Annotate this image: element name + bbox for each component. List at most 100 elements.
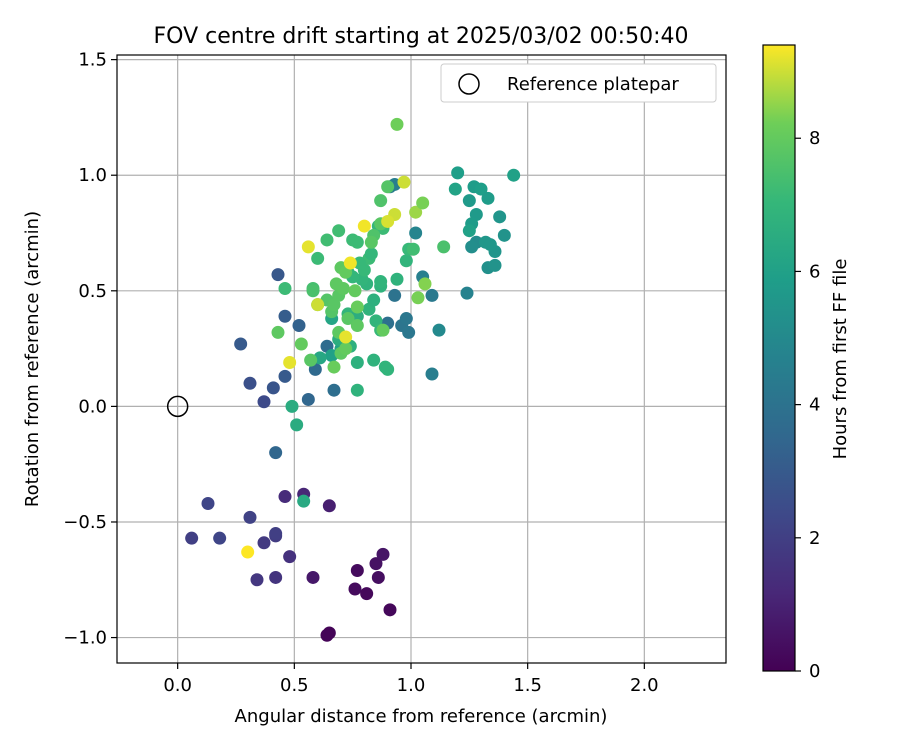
- data-point: [283, 550, 297, 564]
- x-tick-label: 1.0: [397, 675, 426, 696]
- data-point: [339, 342, 353, 356]
- data-point: [348, 284, 362, 298]
- data-point: [416, 196, 430, 210]
- data-point: [465, 240, 479, 254]
- data-point: [185, 531, 199, 545]
- data-point: [374, 275, 388, 289]
- data-point: [234, 337, 248, 351]
- data-point: [243, 510, 257, 524]
- data-point: [283, 355, 297, 369]
- data-point: [493, 210, 507, 224]
- data-point: [390, 272, 404, 286]
- data-point: [278, 309, 292, 323]
- data-point: [201, 496, 215, 510]
- colorbar-tick-label: 0: [809, 661, 820, 682]
- data-point: [294, 337, 308, 351]
- data-point: [437, 240, 451, 254]
- data-point: [462, 224, 476, 238]
- data-point: [285, 399, 299, 413]
- y-tick-label: 0.5: [78, 281, 107, 302]
- data-point: [320, 233, 334, 247]
- colorbar-gradient: [762, 44, 796, 672]
- colorbar-label: Hours from first FF file: [830, 259, 851, 460]
- data-point: [381, 362, 395, 376]
- data-point: [397, 175, 411, 189]
- y-tick-label: 1.5: [78, 50, 107, 71]
- data-point: [369, 557, 383, 571]
- legend-box: [440, 63, 717, 103]
- data-point: [297, 494, 311, 508]
- data-point: [388, 288, 402, 302]
- data-point: [448, 182, 462, 196]
- data-point: [364, 235, 378, 249]
- data-point: [371, 570, 385, 584]
- y-tick-label: 1.0: [78, 165, 107, 186]
- data-point: [381, 214, 395, 228]
- reference-point-marker: [166, 395, 189, 418]
- data-point: [266, 381, 280, 395]
- data-point: [367, 293, 381, 307]
- data-point: [290, 418, 304, 432]
- colorbar: 0 2 4 6 8 Hours from first FF file: [762, 44, 851, 682]
- data-point: [243, 376, 257, 390]
- data-point: [481, 191, 495, 205]
- data-point: [301, 240, 315, 254]
- data-point: [213, 531, 227, 545]
- data-point: [474, 182, 488, 196]
- data-point: [497, 228, 511, 242]
- data-point: [311, 251, 325, 265]
- y-tick-label: −0.5: [63, 512, 107, 533]
- data-point: [341, 312, 355, 326]
- y-axis-label: Rotation from reference (arcmin): [22, 211, 43, 507]
- data-point: [460, 286, 474, 300]
- data-point: [292, 318, 306, 332]
- colorbar-ticks: 0 2 4 6 8: [795, 128, 820, 682]
- x-axis-ticks: 0.0 0.5 1.0 1.5 2.0: [163, 663, 659, 696]
- data-point: [250, 573, 264, 587]
- data-point: [241, 545, 255, 559]
- data-point: [306, 570, 320, 584]
- colorbar-tick-label: 2: [809, 528, 820, 549]
- legend-label: Reference platepar: [507, 74, 679, 95]
- data-points: [185, 117, 521, 642]
- data-point: [376, 547, 390, 561]
- data-point: [332, 224, 346, 238]
- data-point: [311, 298, 325, 312]
- data-point: [271, 268, 285, 282]
- data-point: [381, 180, 395, 194]
- data-point: [327, 360, 341, 374]
- data-point: [327, 383, 341, 397]
- data-point: [348, 582, 362, 596]
- data-point: [304, 353, 318, 367]
- data-point: [364, 247, 378, 261]
- data-point: [269, 527, 283, 541]
- data-point: [507, 168, 521, 182]
- data-point: [390, 117, 404, 131]
- colorbar-tick-label: 8: [809, 128, 820, 149]
- data-point: [350, 318, 364, 332]
- data-point: [257, 395, 271, 409]
- data-point: [399, 312, 413, 326]
- x-tick-label: 0.0: [163, 675, 192, 696]
- data-point: [357, 219, 371, 233]
- data-point: [350, 564, 364, 578]
- data-point: [411, 291, 425, 305]
- y-tick-label: −1.0: [63, 628, 107, 649]
- data-point: [425, 367, 439, 381]
- data-point: [409, 205, 423, 219]
- data-point: [350, 300, 364, 314]
- data-point: [329, 277, 343, 291]
- data-point: [402, 325, 416, 339]
- plot-frame: [116, 54, 727, 664]
- colorbar-tick-label: 4: [809, 395, 820, 416]
- data-point: [269, 570, 283, 584]
- data-point: [462, 194, 476, 208]
- data-point: [451, 166, 465, 180]
- data-point: [409, 226, 423, 240]
- data-point: [278, 281, 292, 295]
- y-tick-label: 0.0: [78, 396, 107, 417]
- x-tick-label: 1.5: [513, 675, 542, 696]
- x-tick-label: 2.0: [630, 675, 659, 696]
- data-point: [320, 628, 334, 642]
